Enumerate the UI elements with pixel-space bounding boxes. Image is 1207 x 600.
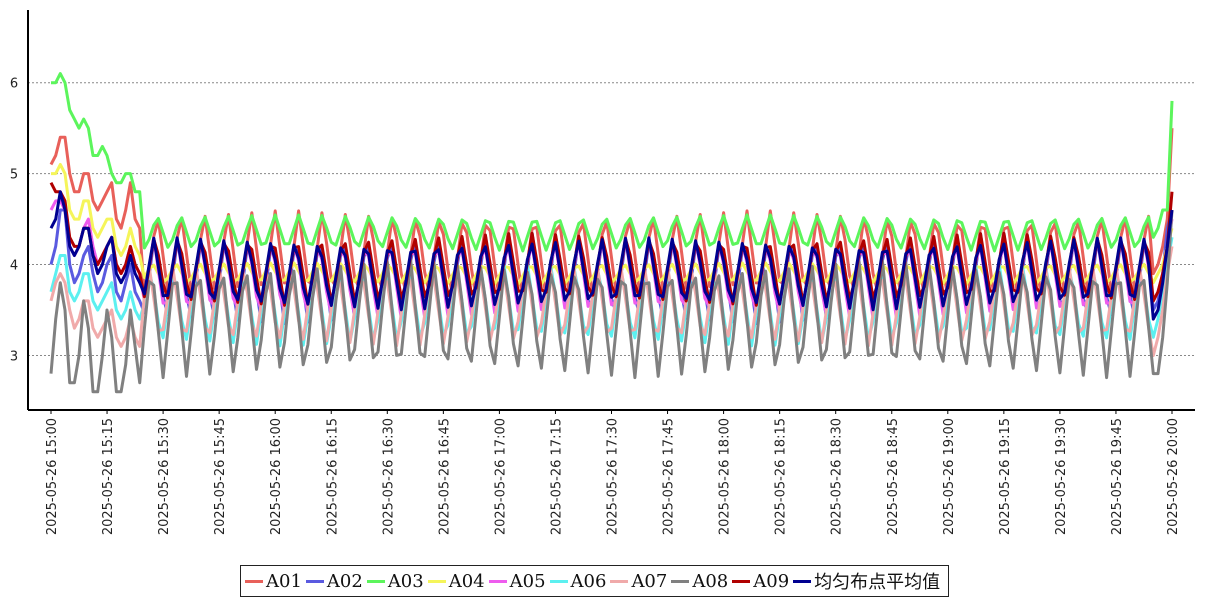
x-tick-label: 2025-05-26 18:45	[886, 418, 901, 535]
legend-label: A06	[570, 570, 607, 592]
series-line-8	[49, 209, 1174, 394]
x-tick-label: 2025-05-26 15:15	[101, 418, 116, 535]
legend-label: A09	[753, 570, 790, 592]
legend-swatch	[245, 579, 263, 583]
x-tick-label: 2025-05-26 19:45	[1110, 418, 1125, 535]
x-tick-label: 2025-05-26 19:00	[942, 418, 957, 535]
x-tick-label: 2025-05-26 15:00	[45, 418, 60, 535]
legend-label: A05	[509, 570, 546, 592]
y-tick-label: 5	[10, 168, 18, 183]
legend-swatch	[610, 579, 629, 583]
x-tick-label: 2025-05-26 18:15	[774, 418, 789, 535]
legend-swatch	[366, 579, 385, 583]
x-tick-labels: 2025-05-26 15:00 2025-05-26 15:15 2025-05-…	[45, 410, 1181, 535]
x-tick-label: 2025-05-26 17:00	[493, 418, 508, 535]
legend-label: A07	[631, 570, 668, 592]
series-line-3	[51, 72, 1174, 253]
legend-item: A06	[549, 570, 607, 592]
legend-swatch	[549, 579, 568, 583]
legend-swatch	[427, 579, 446, 583]
series-line-9	[49, 182, 1174, 307]
legend-label: A03	[387, 570, 424, 592]
series-line-10	[49, 190, 1174, 321]
y-tick-labels: 3 4 5 6	[10, 77, 18, 365]
legend-item: A05	[488, 570, 546, 592]
legend-item: A07	[610, 571, 667, 592]
series-line-1	[49, 128, 1174, 303]
x-tick-label: 2025-05-26 15:45	[213, 418, 228, 535]
legend-label: A01	[266, 570, 302, 592]
legend-item: A01	[245, 571, 302, 592]
legend-item: A04	[427, 570, 485, 592]
legend-item: A09	[732, 571, 789, 592]
x-tick-label: 2025-05-26 19:15	[998, 418, 1013, 535]
y-tick-label: 4	[10, 259, 18, 274]
legend-swatch	[793, 579, 812, 583]
legend-item: 均匀布点平均值	[793, 568, 940, 594]
y-tick-label: 3	[10, 349, 18, 364]
x-tick-label: 2025-05-26 17:30	[606, 418, 621, 535]
x-tick-label: 2025-05-26 16:30	[381, 418, 396, 535]
series-layer	[49, 72, 1174, 394]
legend-label: A08	[692, 570, 729, 592]
x-tick-label: 2025-05-26 17:15	[549, 418, 564, 535]
legend-swatch	[305, 579, 324, 583]
legend-label: A02	[326, 570, 363, 592]
legend-item: A02	[305, 570, 363, 592]
legend-item: A08	[671, 571, 728, 592]
legend-swatch	[732, 579, 751, 583]
x-tick-label: 2025-05-26 15:30	[157, 418, 172, 535]
x-tick-label: 2025-05-26 18:00	[718, 418, 733, 535]
x-tick-label: 2025-05-26 16:00	[269, 418, 284, 535]
x-tick-label: 2025-05-26 16:15	[325, 418, 340, 535]
x-tick-label: 2025-05-26 18:30	[830, 418, 845, 535]
legend-item: A03	[366, 570, 424, 592]
y-tick-label: 6	[10, 77, 18, 92]
legend: A01 A02 A03 A04 A05 A06 A07 A08 A09 均匀布点平均值	[240, 565, 950, 597]
x-tick-label: 2025-05-26 20:00	[1166, 418, 1181, 535]
axes	[27, 10, 1195, 411]
x-tick-label: 2025-05-26 17:45	[662, 418, 677, 535]
legend-label: A04	[448, 570, 485, 592]
legend-swatch	[671, 579, 690, 583]
legend-label: 均匀布点平均值	[814, 572, 941, 593]
x-tick-label: 2025-05-26 16:45	[437, 418, 452, 535]
x-tick-label: 2025-05-26 19:30	[1054, 418, 1069, 535]
legend-swatch	[488, 579, 507, 583]
